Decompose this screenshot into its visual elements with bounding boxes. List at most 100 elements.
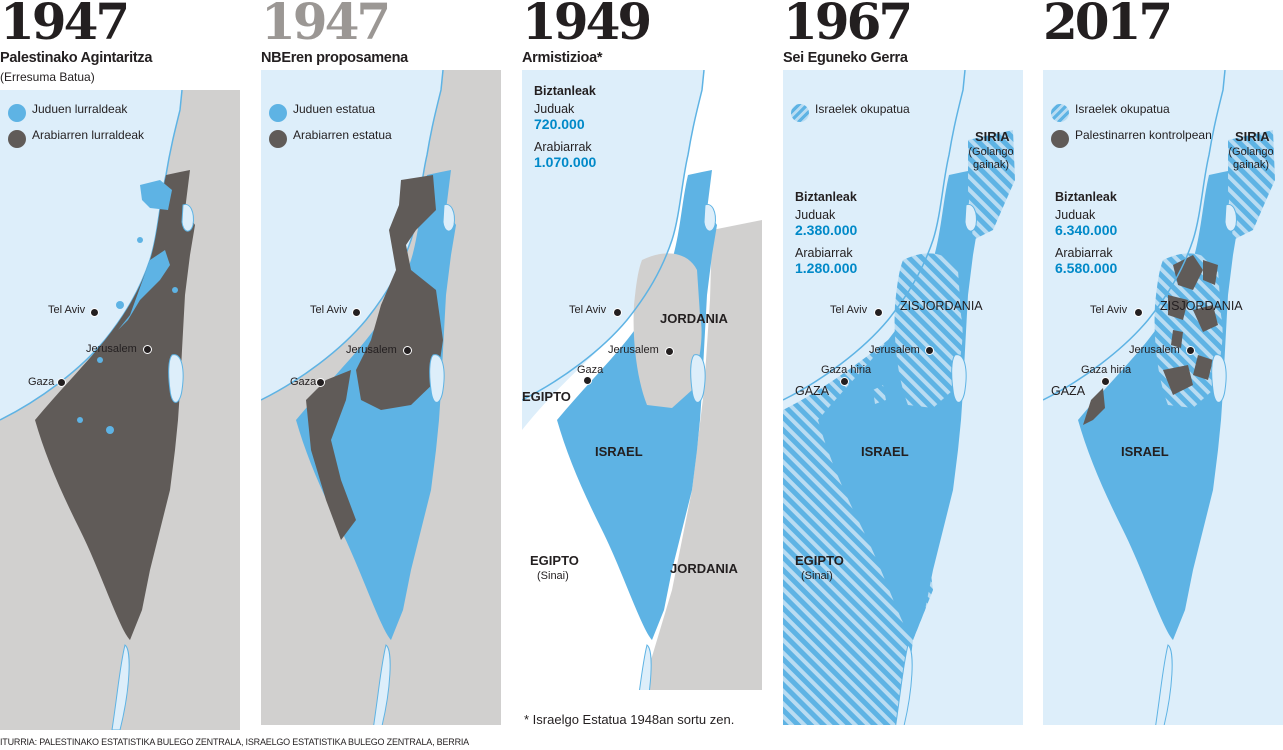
panel-year: 1949 bbox=[522, 0, 652, 51]
city-dot-gaza bbox=[1101, 377, 1110, 386]
city-dot-jerusalem bbox=[925, 346, 934, 355]
panel-1947-un-plan: 1947 NBEren proposamena Juduen estatua A… bbox=[261, 0, 501, 750]
population-jews-label: Juduak bbox=[1055, 208, 1096, 222]
legend-item-arab: Arabiarren lurraldeak bbox=[8, 128, 145, 148]
legend: Israelek okupatua Palestinarren kontrolp… bbox=[1051, 102, 1212, 154]
city-dot-gaza bbox=[583, 376, 592, 385]
panel-1967-six-day-war: 1967 Sei Eguneko Gerra Israelek okupatua… bbox=[783, 0, 1023, 750]
population-arabs-label: Arabiarrak bbox=[1055, 246, 1113, 260]
city-label-telaviv: Tel Aviv bbox=[830, 304, 868, 316]
arab-state-swatch bbox=[269, 130, 287, 148]
occupied-hatch-swatch bbox=[1051, 104, 1069, 122]
population-jews-label: Juduak bbox=[795, 208, 836, 222]
map-graphic bbox=[783, 70, 1023, 725]
population-jews-label: Juduak bbox=[534, 102, 575, 116]
population-box: Biztanleak Juduak 720.000 Arabiarrak 1.0… bbox=[534, 84, 596, 178]
map-graphic bbox=[522, 70, 762, 690]
population-box: Biztanleak Juduak 2.380.000 Arabiarrak 1… bbox=[795, 190, 857, 284]
legend-label: Juduen estatua bbox=[293, 102, 376, 116]
panel-title: Sei Eguneko Gerra bbox=[783, 50, 908, 66]
panel-year: 1947 bbox=[261, 0, 391, 51]
region-label-israel: ISRAEL bbox=[861, 444, 909, 459]
population-arabs-value: 1.280.000 bbox=[795, 260, 858, 276]
panel-title: NBEren proposamena bbox=[261, 50, 408, 66]
jewish-territory-swatch bbox=[8, 104, 26, 122]
legend-label: Arabiarren lurraldeak bbox=[32, 128, 145, 142]
city-label-jerusalem: Jerusalem bbox=[869, 344, 920, 356]
city-dot-telaviv bbox=[613, 308, 622, 317]
city-dot-jerusalem bbox=[143, 345, 152, 354]
panel-title: Armistizioa* bbox=[522, 50, 603, 66]
city-label-gaza: Gaza hiria bbox=[1081, 364, 1132, 376]
population-heading: Biztanleak bbox=[1055, 190, 1117, 204]
population-heading: Biztanleak bbox=[795, 190, 857, 204]
city-dot-telaviv bbox=[90, 308, 99, 317]
legend-label: Palestinarren kontrolpean bbox=[1075, 128, 1212, 142]
panel-1947-mandate: 1947 Palestinako Agintaritza (Erresuma B… bbox=[0, 0, 240, 750]
region-label-egipto-north: EGIPTO bbox=[522, 389, 571, 404]
city-label-jerusalem: Jerusalem bbox=[346, 344, 397, 356]
population-jews-value: 720.000 bbox=[534, 116, 585, 132]
population-box: Biztanleak Juduak 6.340.000 Arabiarrak 6… bbox=[1055, 190, 1117, 284]
region-label-israel: ISRAEL bbox=[595, 444, 643, 459]
city-label-telaviv: Tel Aviv bbox=[1090, 304, 1128, 316]
panel-1949-armistice: 1949 Armistizioa* Biztanleak Juduak 720.… bbox=[522, 0, 762, 750]
region-label-zisjordania: ZISJORDANIA bbox=[900, 299, 983, 313]
region-label-jordania-south: JORDANIA bbox=[670, 561, 738, 576]
legend-label: Israelek okupatua bbox=[1075, 102, 1170, 116]
population-arabs-value: 1.070.000 bbox=[534, 154, 597, 170]
city-label-gaza: Gaza hiria bbox=[821, 364, 872, 376]
population-arabs-label: Arabiarrak bbox=[534, 140, 592, 154]
legend-label: Arabiarren estatua bbox=[293, 128, 392, 142]
region-label-siria: SIRIA bbox=[1235, 129, 1270, 144]
city-dot-telaviv bbox=[874, 308, 883, 317]
city-dot-jerusalem bbox=[1186, 346, 1195, 355]
legend-item-arab: Arabiarren estatua bbox=[269, 128, 392, 148]
region-label-siria: SIRIA bbox=[975, 129, 1010, 144]
source-credit: ITURRIA: PALESTINAKO ESTATISTIKA BULEGO … bbox=[0, 737, 469, 747]
city-dot-jerusalem bbox=[403, 346, 412, 355]
region-label-israel: ISRAEL bbox=[1121, 444, 1169, 459]
city-label-jerusalem: Jerusalem bbox=[1129, 344, 1180, 356]
map-graphic bbox=[261, 70, 501, 725]
population-heading: Biztanleak bbox=[534, 84, 596, 98]
jewish-state-swatch bbox=[269, 104, 287, 122]
map-2017: Israelek okupatua Palestinarren kontrolp… bbox=[1043, 70, 1283, 725]
legend-item-jewish: Juduen estatua bbox=[269, 102, 392, 122]
footnote: * Israelgo Estatua 1948an sortu zen. bbox=[524, 712, 735, 727]
map-1947-un-plan: Juduen estatua Arabiarren estatua Tel Av… bbox=[261, 70, 501, 725]
legend-item-palestinian: Palestinarren kontrolpean bbox=[1051, 128, 1212, 148]
panel-year: 1947 bbox=[0, 0, 130, 51]
panel-subtitle: (Erresuma Batua) bbox=[0, 70, 95, 84]
city-dot-telaviv bbox=[352, 308, 361, 317]
city-dot-gaza bbox=[316, 378, 325, 387]
map-1949-armistice: Biztanleak Juduak 720.000 Arabiarrak 1.0… bbox=[522, 70, 762, 690]
region-label-egipto-south: EGIPTO bbox=[530, 553, 579, 568]
region-label-sinai: (Sinai) bbox=[801, 570, 833, 582]
occupied-hatch-swatch bbox=[791, 104, 809, 122]
legend-label: Israelek okupatua bbox=[815, 102, 910, 116]
region-label-golan: (Golango gainak) bbox=[1228, 146, 1274, 171]
region-label-gaza: GAZA bbox=[1051, 384, 1086, 398]
legend: Israelek okupatua bbox=[791, 102, 910, 128]
city-label-gaza: Gaza bbox=[577, 364, 604, 376]
panel-title: Palestinako Agintaritza bbox=[0, 50, 153, 66]
legend: Juduen estatua Arabiarren estatua bbox=[269, 102, 392, 154]
legend: Juduen lurraldeak Arabiarren lurraldeak bbox=[8, 102, 144, 154]
population-arabs-label: Arabiarrak bbox=[795, 246, 853, 260]
city-label-gaza: Gaza bbox=[290, 376, 317, 388]
population-arabs-value: 6.580.000 bbox=[1055, 260, 1118, 276]
legend-item-occupied: Israelek okupatua bbox=[791, 102, 910, 122]
city-label-telaviv: Tel Aviv bbox=[310, 304, 348, 316]
map-1947-mandate: Juduen lurraldeak Arabiarren lurraldeak … bbox=[0, 90, 240, 745]
region-label-sinai: (Sinai) bbox=[537, 570, 569, 582]
city-label-jerusalem: Jerusalem bbox=[608, 344, 659, 356]
region-label-gaza: GAZA bbox=[795, 384, 830, 398]
map-graphic bbox=[1043, 70, 1283, 725]
city-dot-gaza bbox=[840, 377, 849, 386]
legend-item-jewish: Juduen lurraldeak bbox=[8, 102, 144, 122]
city-label-telaviv: Tel Aviv bbox=[569, 304, 607, 316]
population-jews-value: 2.380.000 bbox=[795, 222, 858, 238]
arab-territory-swatch bbox=[8, 130, 26, 148]
map-graphic bbox=[0, 90, 240, 730]
